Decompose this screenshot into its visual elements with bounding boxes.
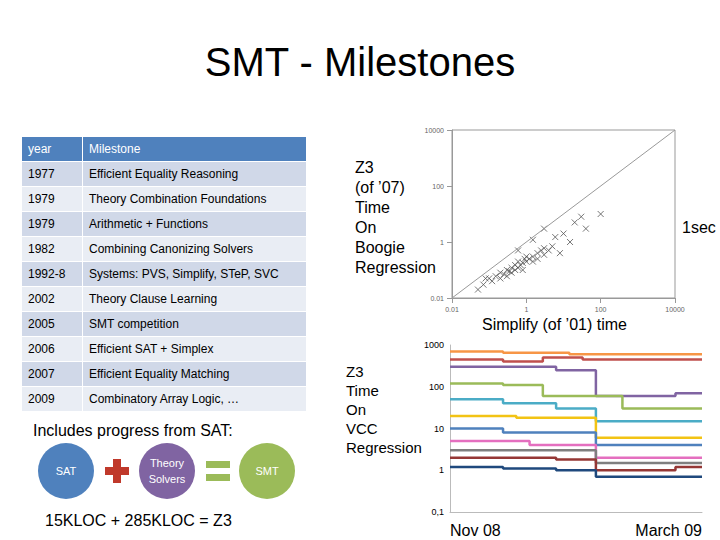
svg-text:SAT: SAT	[56, 465, 77, 477]
svg-text:SMT: SMT	[255, 465, 279, 477]
svg-text:100: 100	[429, 382, 444, 392]
svg-text:100: 100	[432, 183, 444, 190]
svg-text:0,1: 0,1	[431, 507, 444, 517]
svg-text:Solvers: Solvers	[149, 473, 186, 485]
svg-text:1: 1	[440, 239, 444, 246]
svg-text:Nov 08: Nov 08	[450, 522, 501, 539]
svg-text:1: 1	[439, 465, 444, 475]
svg-text:Theory: Theory	[150, 457, 185, 469]
svg-text:10000: 10000	[425, 127, 445, 134]
svg-text:0.01: 0.01	[430, 295, 444, 302]
svg-text:1000: 1000	[424, 340, 444, 350]
svg-text:100: 100	[595, 306, 607, 313]
svg-text:10000: 10000	[665, 306, 685, 313]
svg-text:0.01: 0.01	[445, 306, 459, 313]
svg-text:10: 10	[434, 424, 444, 434]
svg-text:1: 1	[524, 306, 528, 313]
svg-text:March 09: March 09	[635, 522, 702, 539]
